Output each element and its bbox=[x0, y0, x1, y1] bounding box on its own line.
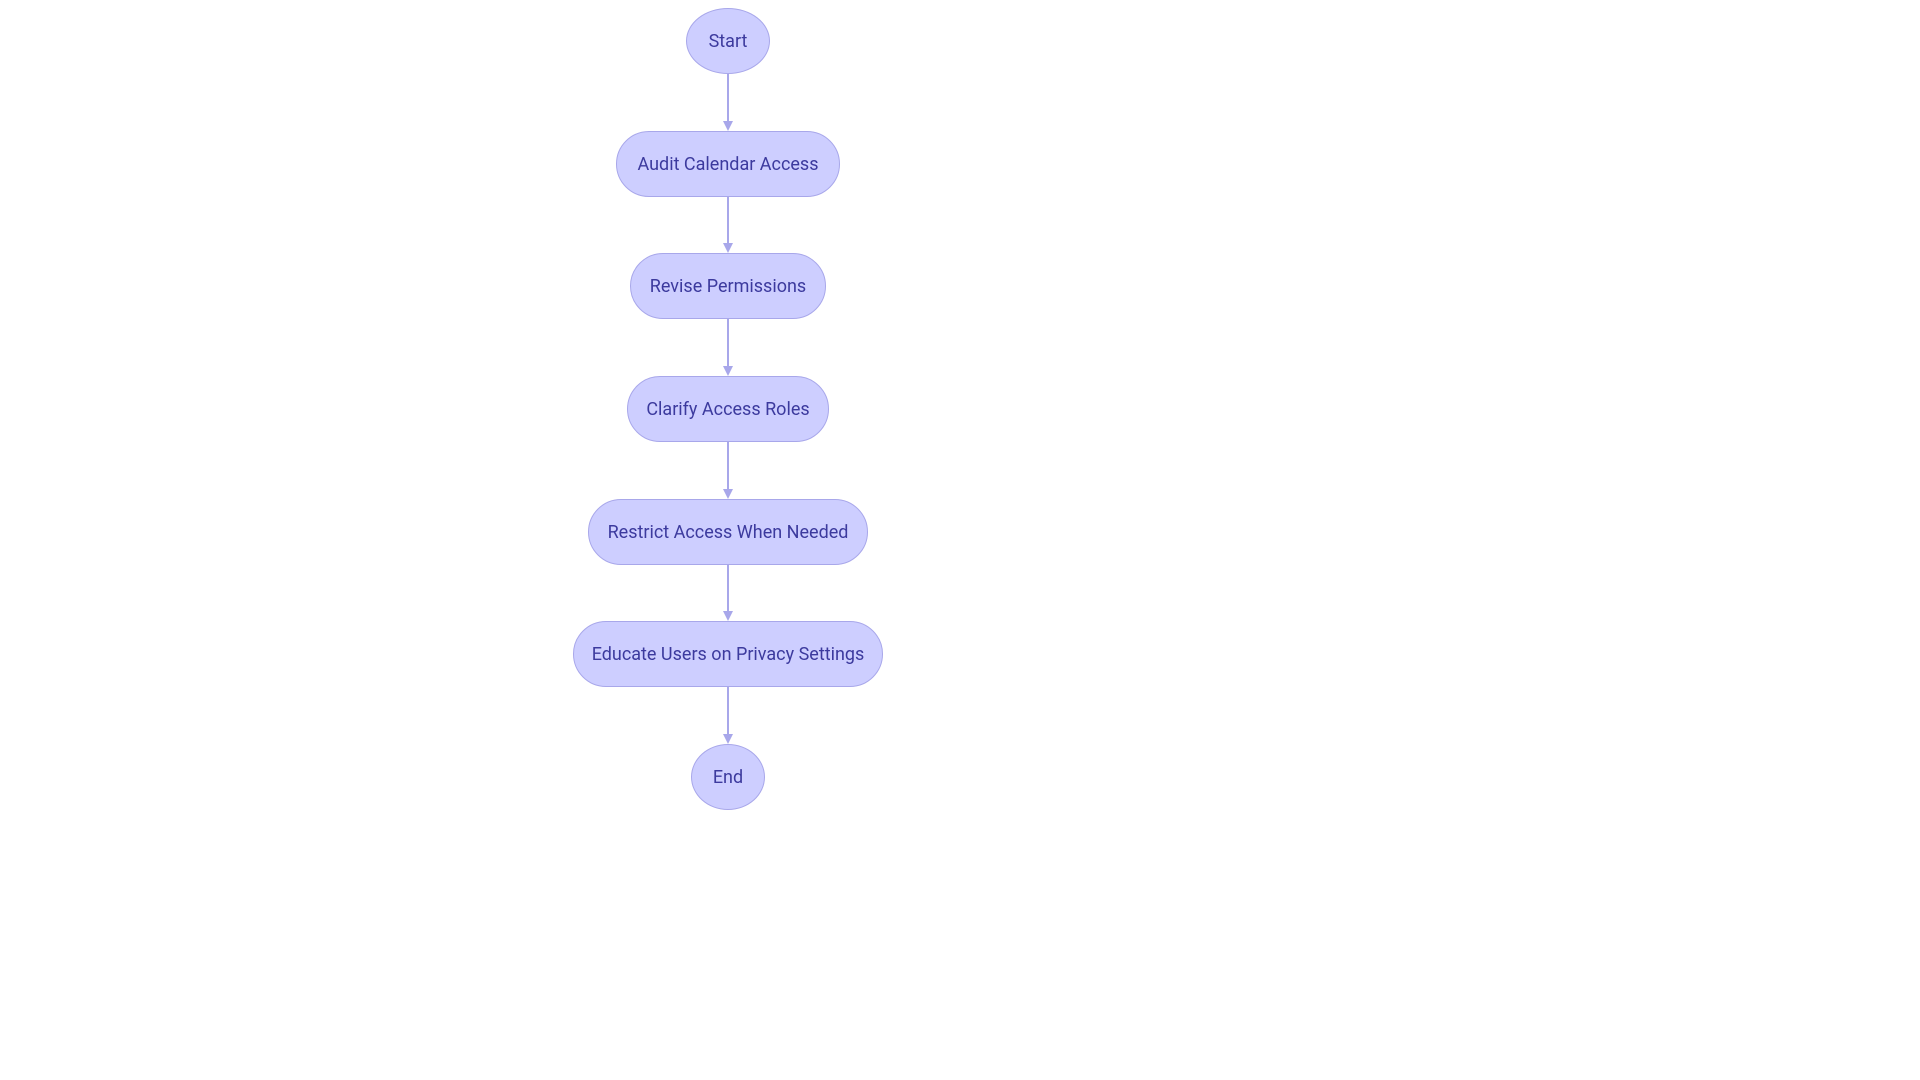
flowchart-canvas: Start Audit Calendar Access Revise Permiss… bbox=[0, 0, 1920, 1080]
node-label-audit: Audit Calendar Access bbox=[637, 154, 818, 175]
node-label-end: End bbox=[713, 767, 743, 788]
node-educate: Educate Users on Privacy Settings bbox=[573, 621, 883, 687]
node-revise: Revise Permissions bbox=[630, 253, 826, 319]
node-clarify: Clarify Access Roles bbox=[627, 376, 829, 442]
node-label-restrict: Restrict Access When Needed bbox=[608, 522, 849, 543]
node-label-clarify: Clarify Access Roles bbox=[646, 399, 809, 420]
node-label-revise: Revise Permissions bbox=[650, 276, 806, 297]
node-end: End bbox=[691, 744, 765, 810]
node-label-educate: Educate Users on Privacy Settings bbox=[592, 644, 865, 665]
node-start: Start bbox=[686, 8, 770, 74]
node-restrict: Restrict Access When Needed bbox=[588, 499, 868, 565]
flowchart-edges bbox=[0, 0, 1920, 1080]
node-label-start: Start bbox=[709, 31, 748, 52]
node-audit: Audit Calendar Access bbox=[616, 131, 840, 197]
